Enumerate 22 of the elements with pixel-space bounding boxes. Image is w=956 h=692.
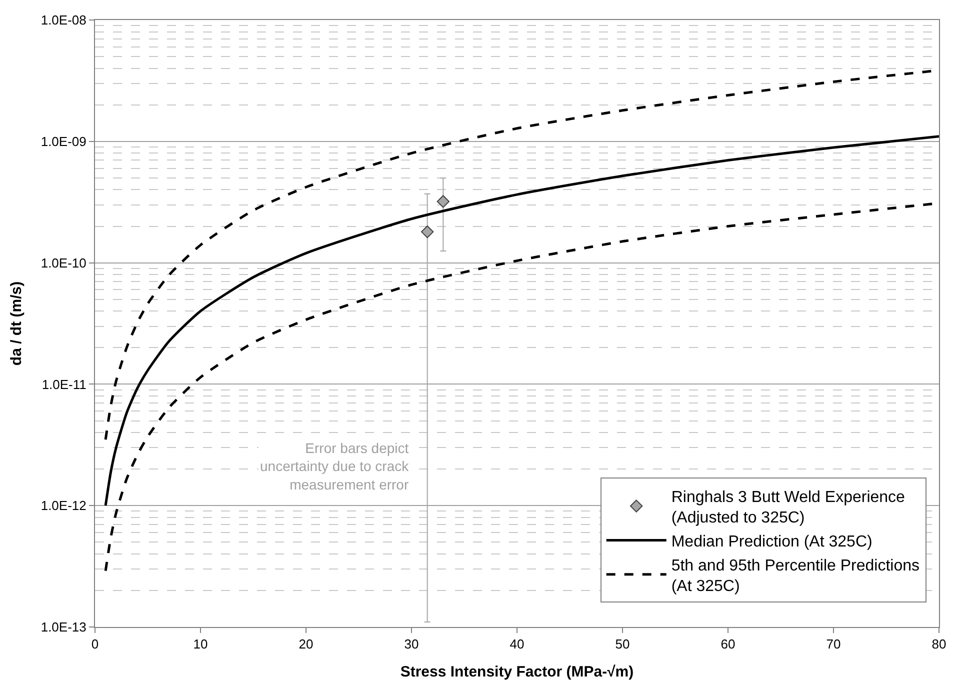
y-axis-title: da / dt (m/s) — [8, 281, 26, 366]
y-tick-label: 1.0E-11 — [42, 376, 86, 392]
legend-label: Median Prediction (At 325C) — [671, 533, 872, 550]
y-tick-label: 1.0E-13 — [40, 620, 86, 635]
legend-label: Ringhals 3 Butt Weld Experience (Adjusted to 325C) — [671, 488, 906, 527]
x-tick-label: 40 — [510, 636, 524, 652]
y-tick-label: 1.0E-08 — [40, 12, 86, 28]
x-tick-label: 70 — [826, 636, 841, 652]
x-tick-label: 80 — [932, 636, 946, 652]
y-tick-label: 1.0E-10 — [40, 255, 86, 270]
x-tick-label: 10 — [193, 636, 208, 652]
y-tick-label: 1.0E-12 — [40, 498, 86, 514]
line-series — [104, 135, 939, 507]
x-tick-label: 60 — [720, 636, 736, 652]
x-axis-title: Stress Intensity Factor (MPa-√m) — [400, 664, 634, 681]
x-tick-label: 30 — [404, 636, 419, 652]
x-tick-label: 20 — [298, 636, 314, 652]
annotation: Error bars depict uncertainty due to crack measurement error — [260, 440, 410, 492]
y-tick-label: 1.0E-09 — [40, 134, 86, 149]
x-tick-label: 0 — [91, 636, 99, 652]
legend-label: 5th and 95th Percentile Predictions (At 325C) — [671, 557, 920, 596]
x-tick-label: 50 — [615, 636, 630, 652]
